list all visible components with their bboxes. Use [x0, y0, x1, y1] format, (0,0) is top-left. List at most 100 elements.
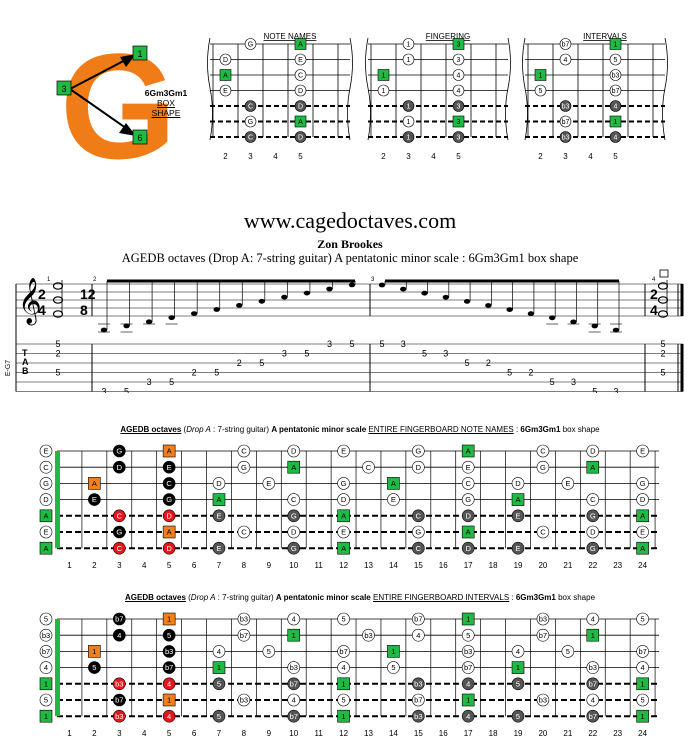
- notehead: [348, 282, 356, 288]
- note-marker: [294, 84, 307, 97]
- chart-title: FINGERING: [426, 32, 470, 41]
- note-marker: [287, 693, 301, 707]
- note-marker: [219, 84, 232, 97]
- fret-number: 22: [588, 561, 597, 570]
- fret-number: 1: [67, 561, 72, 570]
- note-label: 4: [466, 679, 470, 688]
- note-label: 1: [382, 88, 386, 95]
- fret-number: 7: [217, 729, 222, 738]
- note-marker: [511, 477, 525, 490]
- tab-fret: 5: [55, 339, 60, 349]
- note-label: G: [116, 528, 122, 537]
- note-marker: [461, 661, 475, 674]
- note-label: C: [248, 134, 253, 141]
- note-label: E: [298, 57, 303, 64]
- note-label: C: [166, 479, 172, 488]
- note-label: 4: [44, 663, 48, 672]
- treble-clef: 𝄞: [18, 278, 42, 326]
- note-marker: [162, 460, 176, 474]
- note-marker: [609, 84, 622, 97]
- note-label: 1: [407, 134, 411, 141]
- note-label: 1: [591, 631, 595, 640]
- note-label: 4: [167, 712, 171, 721]
- note-label: 4: [457, 88, 461, 95]
- note-marker: [39, 444, 53, 458]
- note-marker: [402, 100, 415, 112]
- tab-fret: 3: [613, 387, 618, 394]
- fret-number: 22: [588, 729, 597, 738]
- note-marker: [162, 525, 176, 539]
- notehead: [123, 323, 130, 329]
- fret-number: 10: [289, 561, 298, 570]
- tab-fret: 5: [304, 349, 309, 359]
- note-label: G: [241, 463, 247, 472]
- note-marker: [39, 645, 53, 658]
- note-marker: [294, 100, 307, 112]
- fret-number: 18: [489, 729, 498, 738]
- notehead: [548, 315, 556, 321]
- note-marker: [219, 69, 232, 81]
- note-marker: [636, 493, 649, 506]
- note-marker: [412, 677, 425, 691]
- note-label: b7: [115, 696, 123, 705]
- note-label: 5: [391, 663, 395, 672]
- note-label: C: [298, 72, 303, 79]
- fretboard-names-title: AGEDB octaves (Drop A : 7-string guitar)…: [120, 425, 600, 434]
- note-label: 4: [591, 615, 595, 624]
- fret-number: 9: [267, 561, 272, 570]
- note-marker: [636, 509, 649, 523]
- note-marker: [162, 693, 176, 707]
- note-label: 5: [341, 615, 345, 624]
- note-marker: [452, 115, 465, 128]
- note-label: C: [43, 463, 49, 472]
- note-label: G: [640, 479, 646, 488]
- note-marker: [586, 628, 600, 642]
- note-marker: [337, 525, 350, 539]
- note-marker: [113, 628, 126, 642]
- note-label: D: [291, 447, 297, 456]
- fret-number: 19: [514, 561, 523, 570]
- note-marker: [39, 709, 53, 723]
- note-label: D: [590, 528, 596, 537]
- note-marker: [377, 84, 390, 97]
- note-label: 3: [457, 119, 461, 126]
- note-label: A: [391, 479, 396, 488]
- notehead: [506, 307, 513, 312]
- fret-number: 4: [142, 561, 147, 570]
- note-label: 5: [516, 712, 520, 721]
- note-marker: [511, 709, 525, 723]
- note-label: A: [92, 479, 97, 488]
- note-label: b7: [638, 647, 646, 656]
- tab-letter: A: [22, 357, 29, 367]
- note-label: E: [466, 463, 471, 472]
- note-marker: [412, 709, 425, 723]
- note-label: C: [248, 103, 253, 110]
- fret-number: 4: [273, 152, 278, 161]
- note-marker: [412, 460, 425, 474]
- fret-number: 23: [613, 729, 622, 738]
- note-label: E: [266, 479, 271, 488]
- note-label: b7: [115, 615, 123, 624]
- fret-number: 21: [563, 729, 572, 738]
- note-marker: [337, 444, 350, 458]
- note-label: 4: [292, 696, 296, 705]
- note-marker: [39, 525, 53, 539]
- note-label: 1: [391, 647, 395, 656]
- note-marker: [294, 38, 307, 50]
- note-label: A: [640, 544, 645, 553]
- note-label: D: [43, 495, 49, 504]
- note-marker: [262, 645, 276, 658]
- tab-fret: 5: [660, 339, 665, 349]
- note-label: E: [216, 544, 221, 553]
- tab-fret: 2: [55, 349, 60, 359]
- note-marker: [337, 541, 350, 555]
- tab-letter: B: [22, 366, 29, 376]
- note-label: b7: [42, 647, 50, 656]
- note-label: 5: [566, 647, 570, 656]
- note-label: 5: [167, 631, 171, 640]
- note-label: D: [298, 103, 303, 110]
- tab-fret: 3: [401, 339, 406, 349]
- tab-fret: 5: [55, 368, 60, 378]
- fret-number: 21: [563, 561, 572, 570]
- note-marker: [337, 477, 350, 490]
